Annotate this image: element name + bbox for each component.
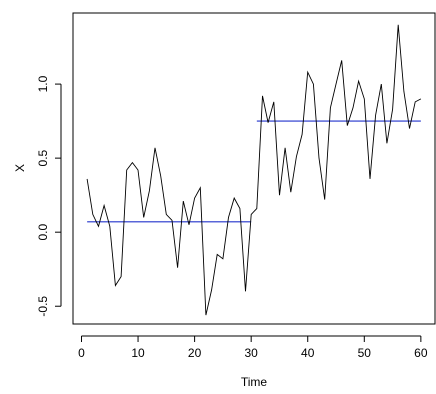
y-axis-label: X: [13, 164, 27, 172]
x-axis: 0 10 20 30 40 50 60: [78, 335, 428, 360]
y-tick-label: 0.0: [36, 224, 50, 241]
y-tick-label: 1.0: [36, 75, 50, 92]
series-line: [86, 24, 422, 316]
x-tick-label: 10: [131, 346, 145, 360]
x-tick-label: 60: [414, 346, 428, 360]
x-tick-label: 0: [78, 346, 85, 360]
mean-segments: [87, 120, 421, 223]
y-tick-label: 0.5: [36, 149, 50, 166]
x-tick-label: 50: [358, 346, 372, 360]
x-tick-label: 40: [301, 346, 315, 360]
y-axis: -0.5 0.0 0.5 1.0: [36, 75, 62, 317]
x-tick-label: 30: [244, 346, 258, 360]
x-tick-label: 20: [188, 346, 202, 360]
y-tick-label: -0.5: [36, 296, 50, 317]
plot-frame: [72, 12, 436, 325]
series-group: [86, 24, 422, 316]
x-axis-label: Time: [241, 375, 268, 389]
